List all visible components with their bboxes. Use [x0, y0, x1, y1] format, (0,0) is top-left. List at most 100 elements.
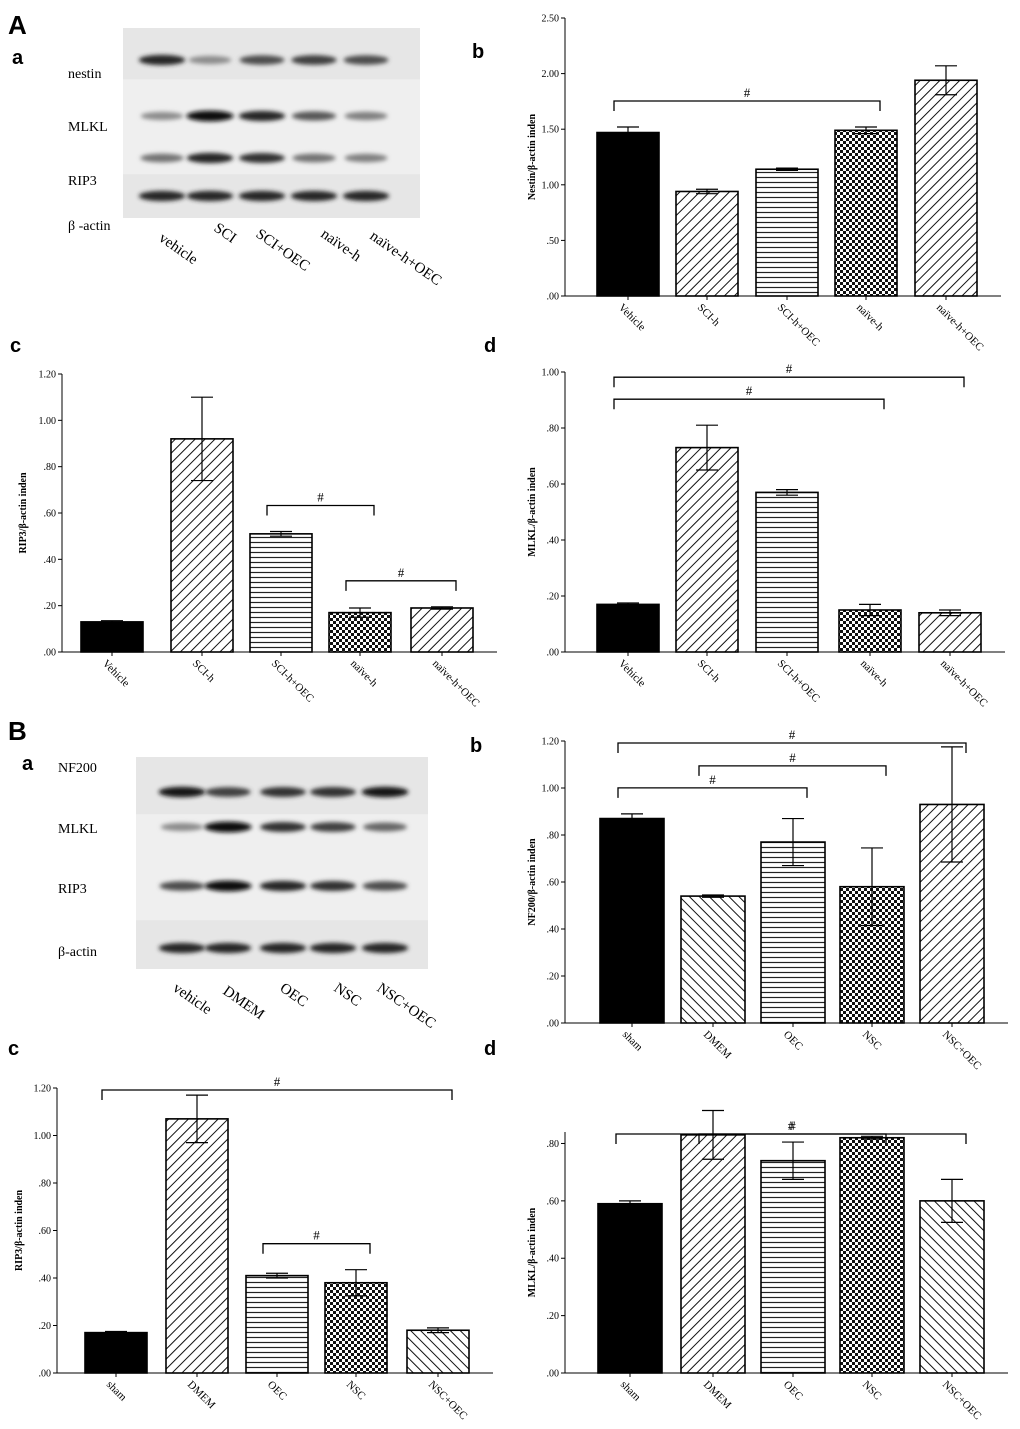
significance-mark: # — [317, 490, 324, 505]
blot-band — [204, 942, 252, 954]
bar-naïve-h+OEC — [410, 607, 474, 653]
significance-bracket — [698, 765, 887, 776]
x-tick-label: naïve-h+OEC — [938, 658, 990, 710]
bar-OEC — [245, 1274, 309, 1374]
bar-sham — [597, 1202, 663, 1374]
protein-label: nestin — [68, 67, 101, 82]
significance-mark: # — [398, 565, 405, 580]
x-tick-label: naïve-h+OEC — [934, 302, 986, 354]
y-tick-label: .40 — [547, 1254, 560, 1265]
blot-band — [291, 55, 337, 65]
blot-band — [362, 881, 408, 891]
y-axis-label: Nestin/β-actin inden — [527, 114, 538, 201]
lane-label: DMEM — [220, 983, 267, 1023]
x-tick-label: DMEM — [185, 1379, 218, 1412]
panel-label-A: A — [8, 10, 27, 40]
blot-band — [344, 111, 388, 121]
chart-sublabel: d — [484, 1038, 496, 1060]
bar-naïve-h — [838, 609, 902, 653]
x-tick-label: SCI-h+OEC — [269, 658, 316, 705]
blot-band — [363, 822, 407, 832]
lane-label: NSC+OEC — [374, 980, 439, 1032]
significance-mark: # — [789, 750, 796, 765]
x-tick-label: Vehicle — [100, 658, 132, 690]
y-axis-label: RIP3/β-actin inden — [18, 472, 29, 554]
blot-band — [158, 942, 206, 954]
y-tick-label: .40 — [39, 1274, 52, 1285]
blot-band — [310, 822, 356, 832]
blot-band — [238, 190, 286, 202]
blot-band — [138, 54, 186, 66]
bar-Vehicle — [596, 131, 660, 297]
bar-naïve-h — [834, 129, 898, 297]
protein-label: NF200 — [58, 761, 97, 776]
x-tick-label: DMEM — [701, 1379, 734, 1412]
chart-sublabel: b — [472, 41, 484, 63]
significance-bracket — [266, 504, 375, 516]
y-tick-label: 2.00 — [542, 69, 560, 80]
significance-bracket — [345, 580, 457, 591]
blot-band — [259, 880, 307, 892]
bar-SCI-h — [675, 190, 739, 297]
x-tick-label: naïve-h+OEC — [430, 658, 482, 710]
bar-NSC — [839, 1136, 905, 1374]
bar-Vehicle — [80, 621, 144, 653]
y-tick-label: .00 — [44, 648, 57, 659]
y-tick-label: .60 — [39, 1226, 52, 1237]
bar-sham — [599, 817, 665, 1024]
y-tick-label: .60 — [547, 1196, 560, 1207]
x-tick-label: SCI-h — [190, 658, 217, 685]
protein-label: β-actin — [58, 945, 97, 960]
bar-chart-nf200: b .00 .20 .40 .60 .80 1.00 1.20 NF200/β-actin in… — [470, 727, 1008, 1072]
blot-band — [343, 55, 389, 65]
y-tick-label: .40 — [547, 925, 560, 936]
y-tick-label: .00 — [39, 1369, 52, 1380]
y-tick-label: .80 — [39, 1179, 52, 1190]
x-tick-label: NSC — [860, 1029, 884, 1053]
y-tick-label: 1.20 — [542, 737, 560, 748]
blot-band — [159, 881, 205, 891]
significance-bracket — [617, 787, 808, 798]
y-tick-label: .60 — [547, 480, 560, 491]
significance-mark: # — [709, 772, 716, 787]
y-tick-label: .20 — [547, 592, 560, 603]
significance-mark: # — [789, 727, 796, 742]
blot-band — [160, 822, 204, 832]
chart-sublabel: c — [8, 1038, 19, 1060]
y-tick-label: 2.50 — [542, 14, 560, 25]
protein-label: RIP3 — [68, 174, 97, 189]
bar-OEC — [760, 841, 826, 1024]
chart-sublabel: d — [484, 335, 496, 357]
bar-SCI-h — [675, 446, 739, 653]
y-tick-label: .20 — [547, 1311, 560, 1322]
y-tick-label: 1.00 — [542, 784, 560, 795]
blot-band — [188, 55, 232, 65]
significance-bracket — [617, 742, 967, 753]
lane-label: NSC — [331, 980, 364, 1010]
blot-band — [204, 821, 252, 833]
protein-label: MLKL — [58, 822, 98, 837]
x-tick-label: SCI-h — [695, 302, 722, 329]
y-tick-label: 1.50 — [542, 125, 560, 136]
x-tick-label: naïve-h — [854, 302, 886, 334]
bar-chart-rip3-B: c .00 .20 .40 .60 .80 1.00 1.20 RIP3/β-actin ind… — [8, 1038, 493, 1422]
bar-DMEM — [680, 1134, 746, 1374]
y-tick-label: .40 — [44, 555, 57, 566]
bar-sham — [84, 1331, 148, 1374]
blot-band — [158, 786, 206, 798]
y-tick-label: .80 — [547, 1139, 560, 1150]
x-tick-label: OEC — [781, 1379, 805, 1403]
x-tick-label: naïve-h — [348, 658, 380, 690]
bar-naïve-h+OEC — [918, 611, 982, 653]
y-tick-label: .00 — [547, 648, 560, 659]
bar-DMEM — [680, 895, 746, 1024]
blot-band — [292, 153, 336, 163]
x-tick-label: NSC — [860, 1379, 884, 1403]
y-tick-label: 1.20 — [34, 1084, 52, 1095]
bar-Vehicle — [596, 603, 660, 653]
blot-band — [309, 942, 357, 954]
blot-band — [205, 787, 251, 797]
x-tick-label: Vehicle — [616, 302, 648, 334]
bar-NSC+OEC — [406, 1329, 470, 1374]
x-tick-label: NSC+OEC — [426, 1379, 470, 1423]
